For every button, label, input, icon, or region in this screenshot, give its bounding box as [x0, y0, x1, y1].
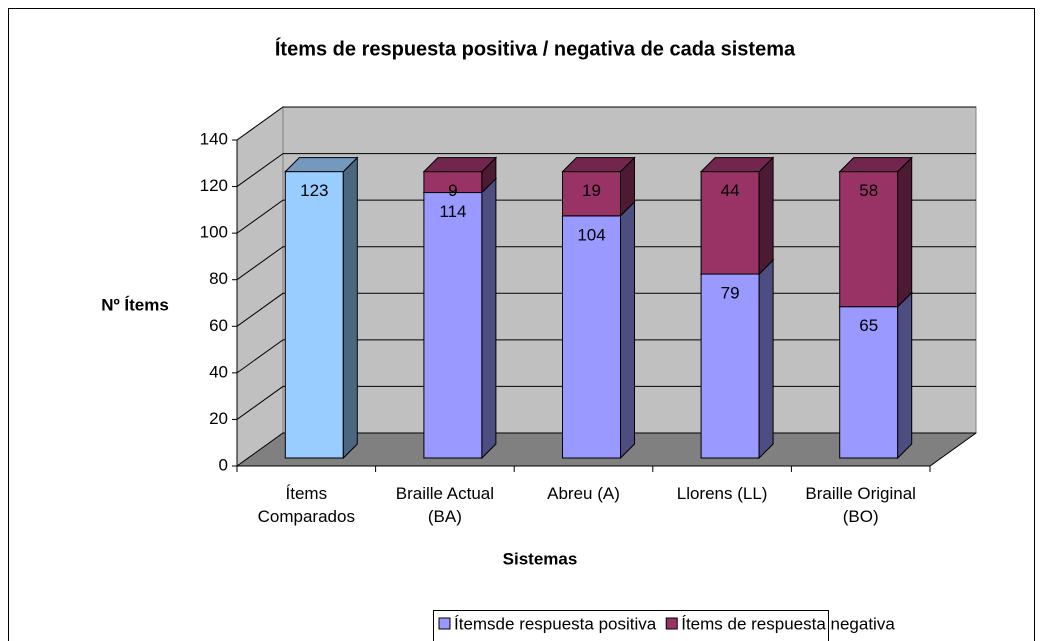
y-tick-label: 40	[209, 362, 228, 381]
bar-segment	[284, 171, 344, 459]
bar-side	[758, 156, 774, 276]
legend-swatch	[438, 617, 451, 630]
bar-side	[342, 156, 358, 460]
bar-segment	[562, 215, 621, 459]
bar-top	[422, 157, 498, 173]
x-tick-label: Braille Actual (BA)	[395, 484, 495, 526]
legend-box	[433, 610, 829, 641]
y-tick-label: 60	[209, 316, 228, 335]
legend-swatch	[665, 617, 678, 630]
data-label: 123	[300, 181, 328, 200]
data-label: 104	[577, 225, 605, 244]
bar-side	[620, 200, 635, 460]
y-tick-label: 100	[200, 223, 228, 242]
side-wall	[236, 106, 284, 467]
legend-label: Ítems de respuesta negativa	[681, 614, 895, 633]
bar-side	[481, 177, 497, 460]
x-axis-depth	[929, 432, 977, 467]
data-label: 79	[721, 284, 740, 303]
x-tick-label: Braille Original (BO)	[805, 484, 916, 526]
chart-title: Ítems de respuesta positiva / negativa d…	[275, 37, 796, 60]
y-tick-label: 120	[200, 176, 228, 195]
y-tick-label: 140	[200, 129, 228, 148]
y-tick-label: 80	[209, 269, 228, 288]
data-label: 19	[582, 181, 601, 200]
data-label: 44	[721, 181, 740, 200]
bar-segment	[700, 273, 760, 459]
x-tick-label: Ítems Comparados	[257, 484, 355, 526]
x-tick-label: Abreu (A)	[547, 484, 620, 503]
y-tick-label: 20	[209, 409, 228, 428]
bar-segment	[839, 171, 899, 308]
data-label: 9	[448, 181, 457, 200]
grid-line	[236, 106, 976, 141]
bar-segment	[423, 192, 483, 459]
x-axis-label: Sistemas	[503, 549, 578, 568]
legend-label: Ítemsde respuesta positiva	[454, 614, 657, 633]
x-tick-label: Llorens (LL)	[676, 484, 768, 503]
data-label: 65	[859, 316, 878, 335]
bar-side	[897, 291, 913, 460]
y-axis-label: Nº Ítems	[101, 295, 169, 314]
bar-top	[838, 157, 913, 173]
bar-top	[561, 157, 636, 173]
bar-side	[897, 156, 913, 308]
bar-top	[284, 157, 359, 173]
data-label: 58	[859, 181, 878, 200]
bar-segment	[839, 306, 899, 459]
bar-top	[699, 157, 775, 173]
bar-side	[758, 258, 774, 460]
grid-line	[236, 153, 976, 187]
data-label: 114	[439, 202, 466, 221]
y-tick-label: 0	[219, 455, 228, 474]
